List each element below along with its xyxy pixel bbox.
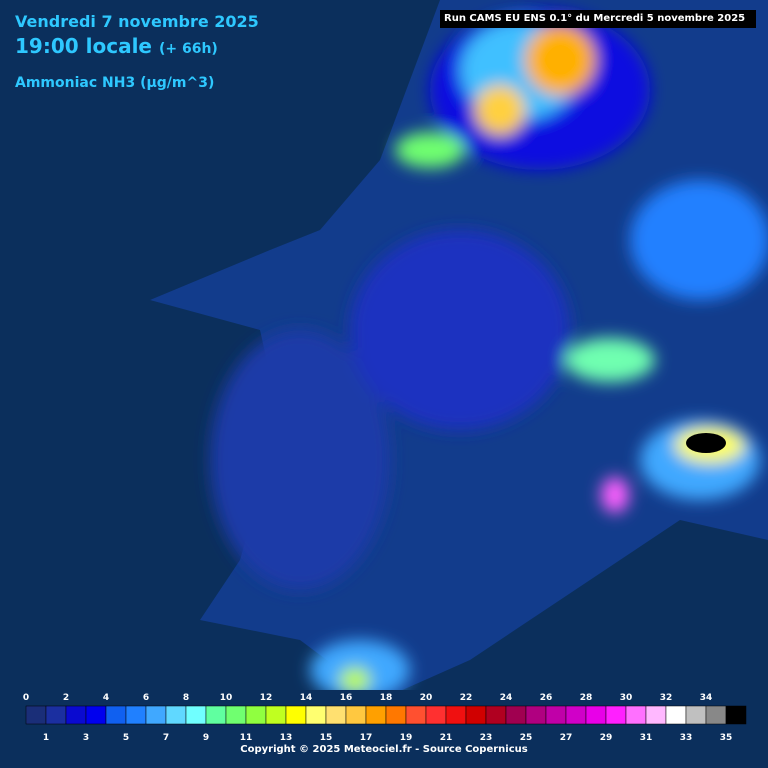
legend-swatch <box>525 705 547 725</box>
legend-label: 28 <box>580 693 593 703</box>
legend-swatch <box>505 705 527 725</box>
legend-label: 23 <box>480 733 493 743</box>
legend: 0123456789101112131415161718192021222324… <box>23 693 747 743</box>
legend-label: 30 <box>620 693 633 703</box>
legend-swatch <box>105 705 127 725</box>
concentration-field <box>210 10 768 700</box>
lead-time: (+ 66h) <box>158 41 218 57</box>
legend-label: 32 <box>660 693 673 703</box>
legend-label: 24 <box>500 693 513 703</box>
legend-swatch <box>465 705 487 725</box>
legend-swatch <box>85 705 107 725</box>
legend-label: 31 <box>640 733 653 743</box>
legend-swatch <box>425 705 447 725</box>
run-info: Run CAMS EU ENS 0.1° du Mercredi 5 novem… <box>440 10 756 28</box>
legend-panel <box>0 690 768 768</box>
legend-label: 11 <box>240 733 253 743</box>
legend-swatch <box>25 705 47 725</box>
legend-swatch <box>285 705 307 725</box>
legend-swatch <box>665 705 687 725</box>
legend-swatch <box>625 705 647 725</box>
legend-label: 5 <box>123 733 129 743</box>
legend-swatch <box>185 705 207 725</box>
legend-label: 17 <box>360 733 373 743</box>
legend-swatch <box>705 705 727 725</box>
legend-label: 9 <box>203 733 209 743</box>
legend-label: 34 <box>700 693 713 703</box>
copyright: Copyright © 2025 Meteociel.fr - Source C… <box>240 744 528 755</box>
legend-swatch <box>205 705 227 725</box>
legend-swatch <box>645 705 667 725</box>
legend-swatch <box>125 705 147 725</box>
legend-swatch <box>685 705 707 725</box>
legend-label: 20 <box>420 693 433 703</box>
legend-swatch <box>225 705 247 725</box>
variable: Ammoniac NH3 (µg/m^3) <box>15 75 215 91</box>
legend-swatch <box>325 705 347 725</box>
legend-label: 12 <box>260 693 273 703</box>
legend-swatch <box>365 705 387 725</box>
legend-label: 35 <box>720 733 733 743</box>
date: Vendredi 7 novembre 2025 <box>15 12 259 31</box>
legend-label: 3 <box>83 733 89 743</box>
legend-label: 13 <box>280 733 293 743</box>
legend-label: 2 <box>63 693 69 703</box>
legend-swatch <box>245 705 267 725</box>
legend-swatch <box>545 705 567 725</box>
time: 19:00 locale (+ 66h) <box>15 34 218 58</box>
legend-label: 4 <box>103 693 109 703</box>
legend-swatch <box>445 705 467 725</box>
legend-swatch <box>405 705 427 725</box>
legend-swatch <box>605 705 627 725</box>
legend-label: 7 <box>163 733 169 743</box>
legend-label: 14 <box>300 693 313 703</box>
legend-swatch <box>385 705 407 725</box>
legend-label: 10 <box>220 693 233 703</box>
legend-label: 6 <box>143 693 149 703</box>
legend-swatch <box>345 705 367 725</box>
legend-label: 22 <box>460 693 473 703</box>
legend-label: 0 <box>23 693 29 703</box>
legend-swatch <box>265 705 287 725</box>
legend-swatch <box>165 705 187 725</box>
legend-label: 8 <box>183 693 189 703</box>
legend-label: 19 <box>400 733 413 743</box>
legend-label: 15 <box>320 733 333 743</box>
legend-swatch <box>585 705 607 725</box>
legend-label: 29 <box>600 733 613 743</box>
legend-swatch <box>65 705 87 725</box>
legend-label: 26 <box>540 693 553 703</box>
legend-swatch <box>485 705 507 725</box>
peak-area <box>686 433 726 453</box>
legend-label: 16 <box>340 693 353 703</box>
legend-label: 27 <box>560 733 573 743</box>
legend-swatch <box>145 705 167 725</box>
legend-label: 1 <box>43 733 49 743</box>
time-label: 19:00 locale <box>15 34 152 58</box>
legend-label: 21 <box>440 733 453 743</box>
legend-label: 25 <box>520 733 533 743</box>
legend-swatch <box>45 705 67 725</box>
legend-label: 18 <box>380 693 393 703</box>
legend-swatch <box>725 705 747 725</box>
legend-swatch <box>565 705 587 725</box>
legend-label: 33 <box>680 733 693 743</box>
legend-swatch <box>305 705 327 725</box>
